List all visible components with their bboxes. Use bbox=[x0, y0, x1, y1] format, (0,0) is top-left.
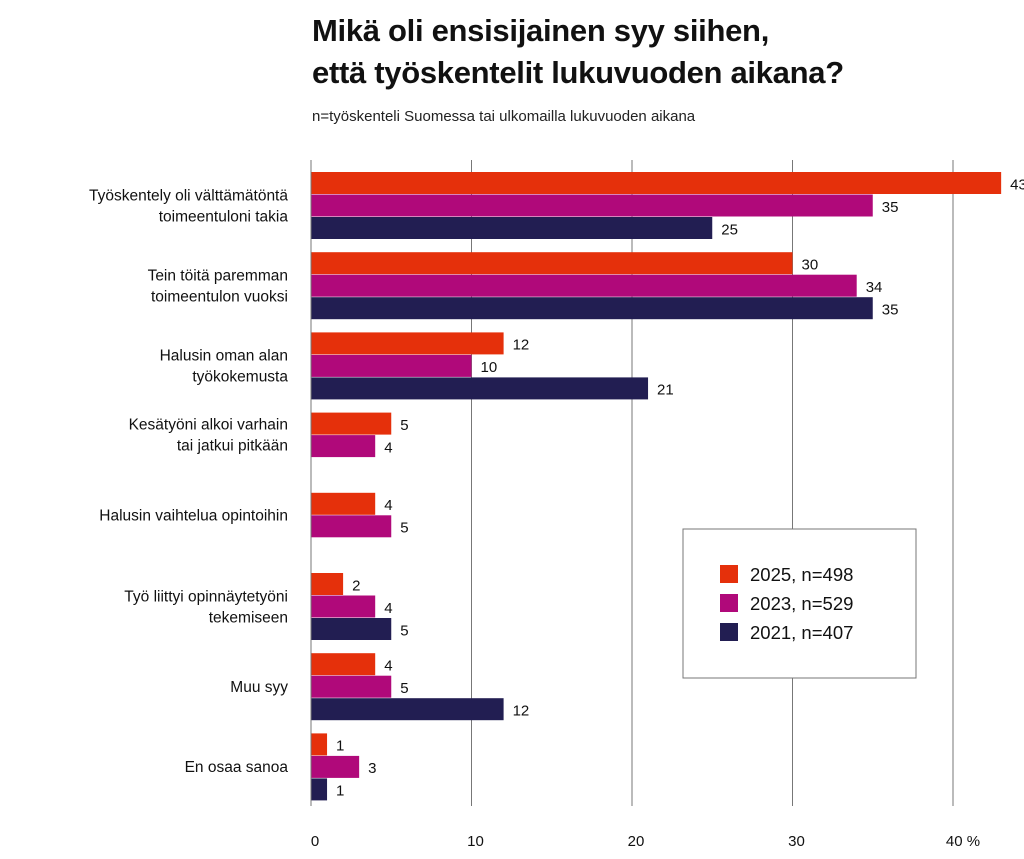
bar-2021 bbox=[311, 217, 713, 239]
category-label: Työ liittyi opinnäytetyöni bbox=[124, 588, 288, 605]
category-label: toimeentulon vuoksi bbox=[151, 288, 288, 305]
bar-2023 bbox=[311, 354, 472, 377]
legend-label: 2021, n=407 bbox=[750, 622, 853, 643]
legend-swatch bbox=[720, 594, 738, 612]
category-label: tai jatkui pitkään bbox=[177, 438, 288, 455]
data-label: 2 bbox=[352, 577, 360, 594]
category-label: En osaa sanoa bbox=[185, 759, 289, 776]
data-label: 4 bbox=[384, 657, 392, 674]
data-label: 35 bbox=[882, 199, 899, 216]
bar-2025 bbox=[311, 573, 344, 595]
x-tick-label: 30 bbox=[788, 833, 805, 850]
bar-2021 bbox=[311, 778, 328, 801]
data-label: 30 bbox=[802, 256, 819, 273]
data-label: 12 bbox=[513, 702, 530, 719]
data-label: 4 bbox=[384, 439, 392, 456]
bar-2023 bbox=[311, 194, 873, 217]
bar-2023 bbox=[311, 755, 360, 778]
x-tick-label: 0 bbox=[311, 833, 319, 850]
bar-2025 bbox=[311, 172, 1002, 194]
data-label: 10 bbox=[481, 359, 498, 376]
bar-2025 bbox=[311, 733, 328, 756]
data-label: 21 bbox=[657, 382, 674, 399]
bar-2023 bbox=[311, 595, 376, 618]
bar-2025 bbox=[311, 252, 793, 275]
bar-2025 bbox=[311, 332, 504, 355]
bar-2025 bbox=[311, 412, 392, 435]
legend-swatch bbox=[720, 623, 738, 641]
category-label: Työskentely oli välttämätöntä bbox=[89, 187, 288, 204]
bar-2025 bbox=[311, 653, 376, 676]
data-label: 35 bbox=[882, 301, 899, 318]
category-label: Halusin vaihtelua opintoihin bbox=[99, 507, 288, 524]
data-label: 4 bbox=[384, 497, 392, 514]
data-label: 1 bbox=[336, 783, 344, 800]
bar-2023 bbox=[311, 274, 857, 297]
x-tick-label: 10 bbox=[467, 833, 484, 850]
bar-2023 bbox=[311, 675, 392, 698]
data-label: 5 bbox=[400, 417, 408, 434]
data-label: 5 bbox=[400, 520, 408, 537]
title-line-1: Mikä oli ensisijainen syy siihen, bbox=[312, 13, 770, 48]
bar-2023 bbox=[311, 435, 376, 458]
bar-2021 bbox=[311, 297, 873, 320]
chart-title: Mikä oli ensisijainen syy siihen, että t… bbox=[312, 10, 844, 94]
x-tick-label: 40 % bbox=[946, 833, 980, 850]
category-label: Kesätyöni alkoi varhain bbox=[129, 417, 288, 434]
bar-2021 bbox=[311, 618, 392, 640]
legend-label: 2025, n=498 bbox=[750, 564, 853, 585]
data-label: 5 bbox=[400, 622, 408, 639]
data-label: 4 bbox=[384, 600, 392, 617]
category-label: toimeentuloni takia bbox=[159, 208, 289, 225]
legend-swatch bbox=[720, 565, 738, 583]
data-label: 5 bbox=[400, 680, 408, 697]
category-label: työkokemusta bbox=[192, 369, 288, 386]
data-label: 3 bbox=[368, 760, 376, 777]
legend-label: 2023, n=529 bbox=[750, 593, 853, 614]
category-label: Halusin oman alan bbox=[160, 348, 288, 365]
category-label: tekemiseen bbox=[209, 609, 288, 626]
category-label: Tein töitä paremman bbox=[148, 267, 288, 284]
bar-2025 bbox=[311, 492, 376, 515]
data-label: 43 bbox=[1010, 176, 1024, 193]
x-tick-label: 20 bbox=[628, 833, 645, 850]
bar-2021 bbox=[311, 698, 504, 721]
category-label: Muu syy bbox=[230, 679, 288, 696]
chart-subtitle: n=työskenteli Suomessa tai ulkomailla lu… bbox=[312, 108, 696, 125]
data-label: 1 bbox=[336, 738, 344, 755]
data-label: 34 bbox=[866, 279, 883, 296]
bar-2023 bbox=[311, 515, 392, 538]
bar-2021 bbox=[311, 377, 649, 400]
data-label: 25 bbox=[721, 221, 738, 238]
data-label: 12 bbox=[513, 337, 530, 354]
title-line-2: että työskentelit lukuvuoden aikana? bbox=[312, 55, 844, 90]
